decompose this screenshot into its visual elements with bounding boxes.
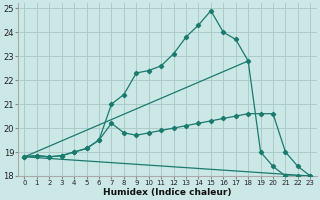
X-axis label: Humidex (Indice chaleur): Humidex (Indice chaleur) <box>103 188 232 197</box>
